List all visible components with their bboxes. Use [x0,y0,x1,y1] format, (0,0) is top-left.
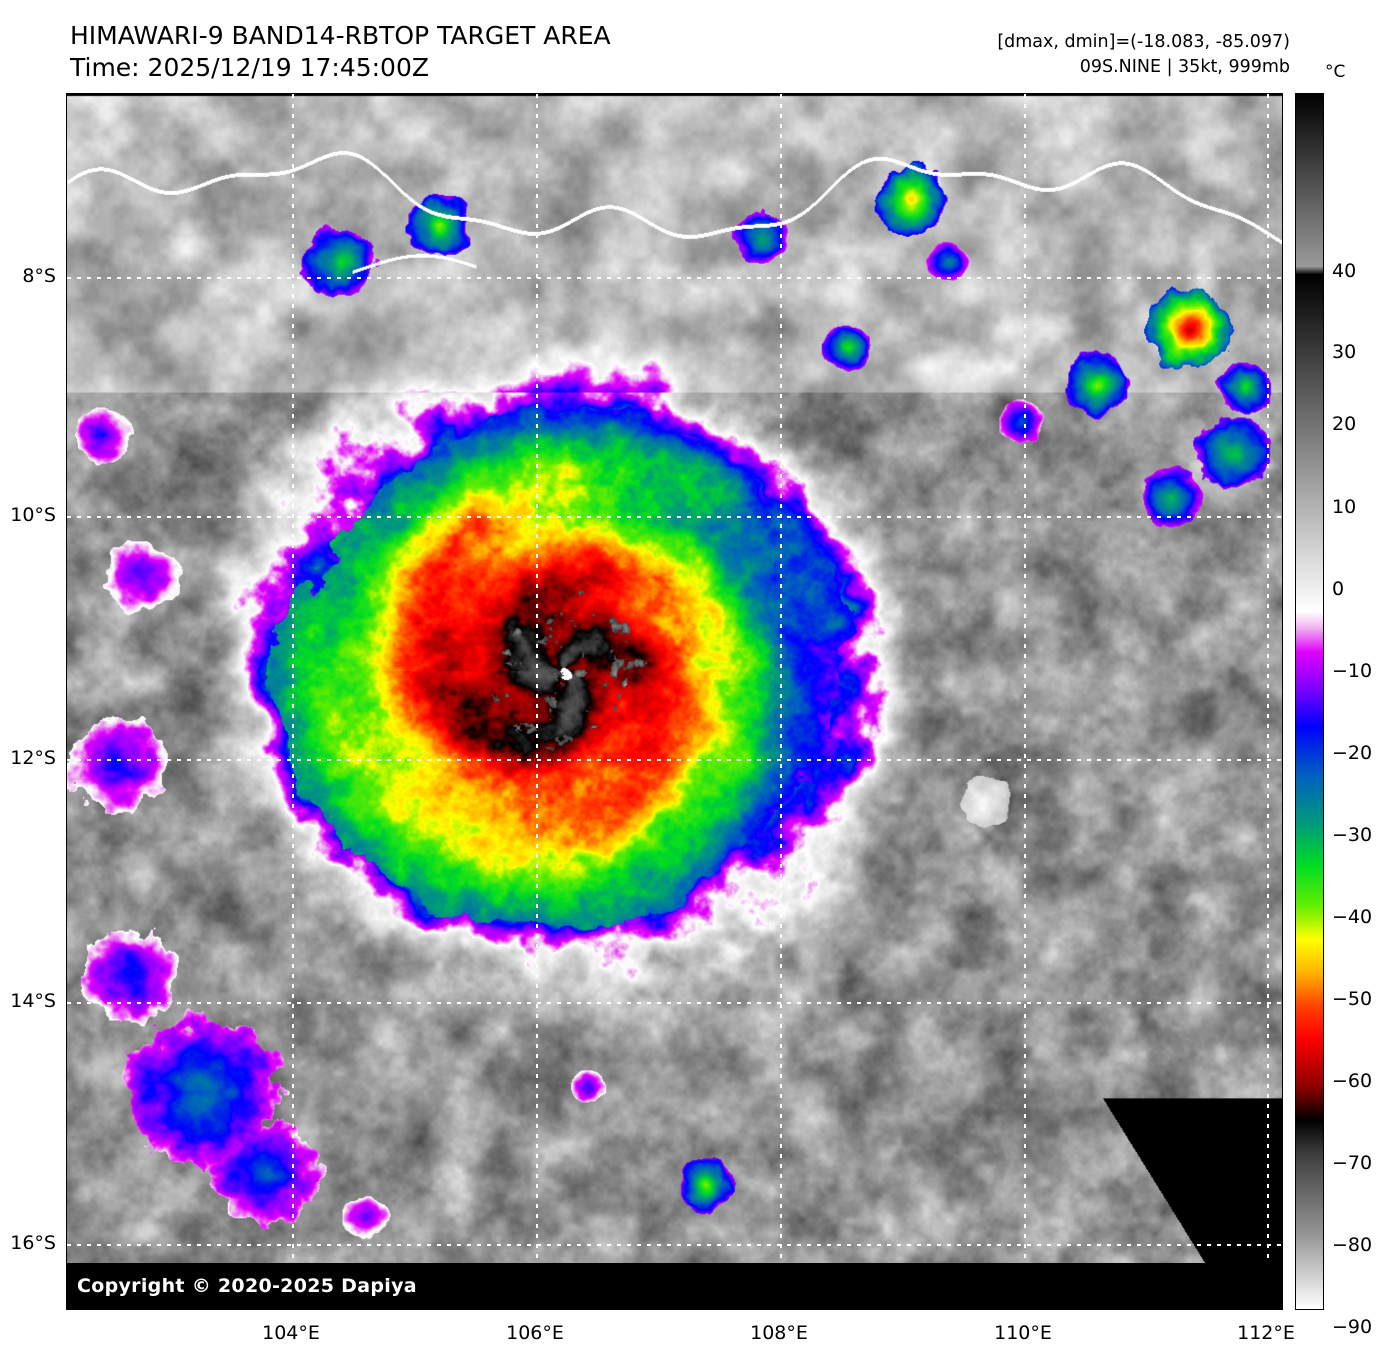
colorbar-tick-label: −20 [1332,742,1373,764]
x-axis-tick-label: 112°E [1237,1322,1295,1344]
colorbar-tick-label: −10 [1332,660,1373,682]
colorbar-tick-label: 40 [1332,260,1357,282]
satellite-imagery-canvas [67,94,1282,1309]
colorbar-tick-label: 20 [1332,413,1357,435]
colorbar-tick-label: −30 [1332,824,1373,846]
copyright-banner: Copyright © 2020-2025 Dapiya [67,1263,1282,1309]
y-axis-tick-label: 8°S [22,265,56,287]
x-axis-tick-label: 110°E [994,1322,1052,1344]
colorbar-tick-label: −40 [1332,906,1373,928]
page-title-block: HIMAWARI-9 BAND14-RBTOP TARGET AREA Time… [70,20,611,84]
x-axis-tick-label: 106°E [506,1322,564,1344]
data-range-label: [dmax, dmin]=(-18.083, -85.097) [997,32,1290,52]
colorbar-tick-label: 10 [1332,496,1357,518]
colorbar-tick-label: −90 [1332,1316,1373,1338]
colorbar-tick-label: −80 [1332,1234,1373,1256]
colorbar-gradient [1296,94,1323,1309]
page-title: HIMAWARI-9 BAND14-RBTOP TARGET AREA [70,21,611,50]
x-axis-tick-label: 108°E [750,1322,808,1344]
satellite-image-plot: Copyright © 2020-2025 Dapiya [66,93,1283,1310]
colorbar-tick-label: −70 [1332,1152,1373,1174]
header-metadata-block: [dmax, dmin]=(-18.083, -85.097) 09S.NINE… [997,30,1290,81]
y-axis-tick-label: 14°S [10,990,56,1012]
x-axis-tick-label: 104°E [262,1322,320,1344]
timestamp-label: Time: 2025/12/19 17:45:00Z [70,53,429,82]
colorbar-tick-label: 0 [1332,578,1345,600]
y-axis-tick-label: 12°S [10,747,56,769]
y-axis-tick-label: 16°S [10,1232,56,1254]
storm-info-label: 09S.NINE | 35kt, 999mb [1079,57,1290,78]
colorbar-tick-label: −60 [1332,1070,1373,1092]
colorbar-tick-label: −50 [1332,988,1373,1010]
copyright-text: Copyright © 2020-2025 Dapiya [77,1275,417,1297]
y-axis-tick-label: 10°S [10,504,56,526]
colorbar-tick-label: 30 [1332,341,1357,363]
colorbar [1295,93,1324,1310]
colorbar-unit-label: °C [1325,62,1346,82]
